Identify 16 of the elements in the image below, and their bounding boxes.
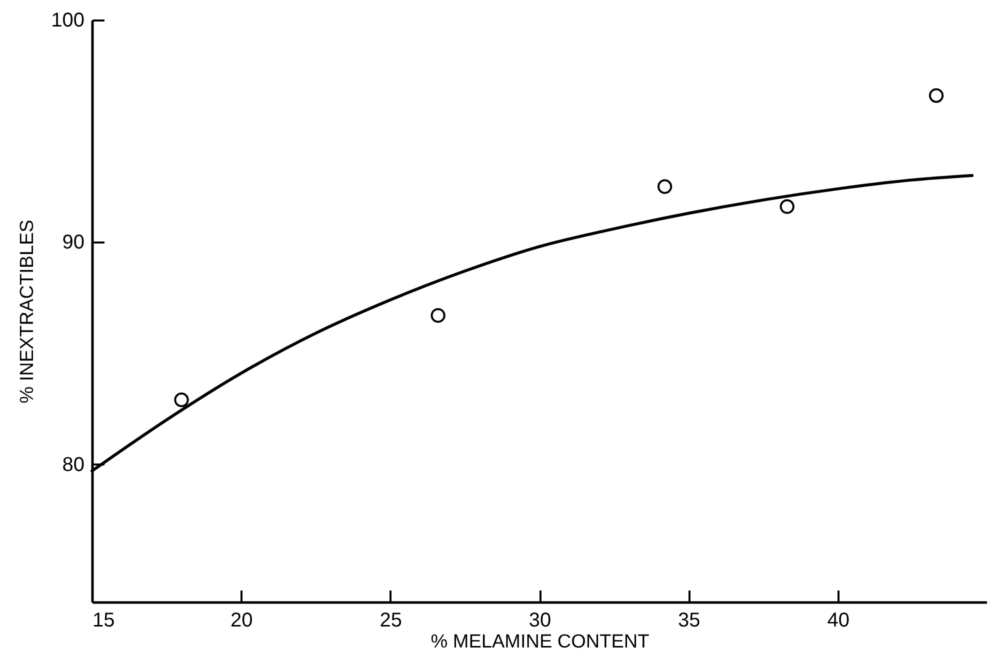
x-tick-label: 35 <box>678 610 700 632</box>
y-axis-title: % INEXTRACTIBLES <box>17 220 38 404</box>
y-tick-label: 100 <box>51 10 84 32</box>
x-tick-label: 40 <box>827 610 850 632</box>
x-tick-label: 15 <box>92 610 115 632</box>
x-tick-label: 25 <box>380 610 402 632</box>
x-axis-title: % MELAMINE CONTENT <box>430 632 650 652</box>
y-tick-label: 80 <box>62 454 84 476</box>
y-tick-label: 90 <box>62 232 84 254</box>
point <box>928 88 944 103</box>
point <box>430 308 446 323</box>
x-tick-label: 30 <box>528 610 552 632</box>
x-tick-label: 20 <box>230 610 253 632</box>
point <box>174 392 189 408</box>
point <box>657 179 672 194</box>
point <box>780 199 794 214</box>
